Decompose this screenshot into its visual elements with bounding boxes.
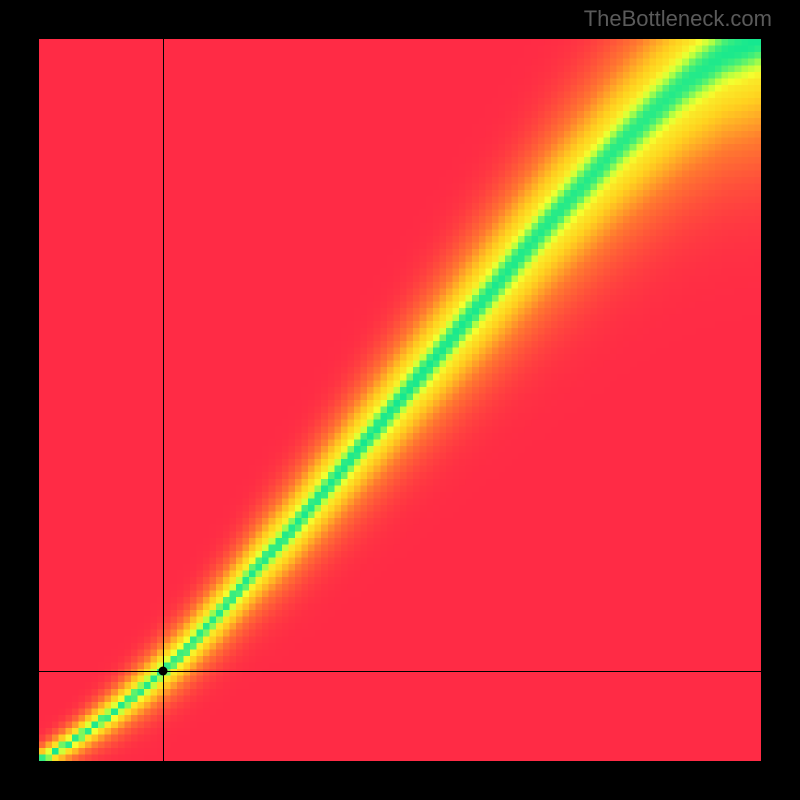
heatmap-canvas — [39, 39, 761, 761]
watermark-text: TheBottleneck.com — [584, 6, 772, 32]
crosshair-horizontal — [39, 671, 761, 672]
crosshair-marker — [159, 666, 168, 675]
heatmap-plot — [39, 39, 761, 761]
crosshair-vertical — [163, 39, 164, 761]
